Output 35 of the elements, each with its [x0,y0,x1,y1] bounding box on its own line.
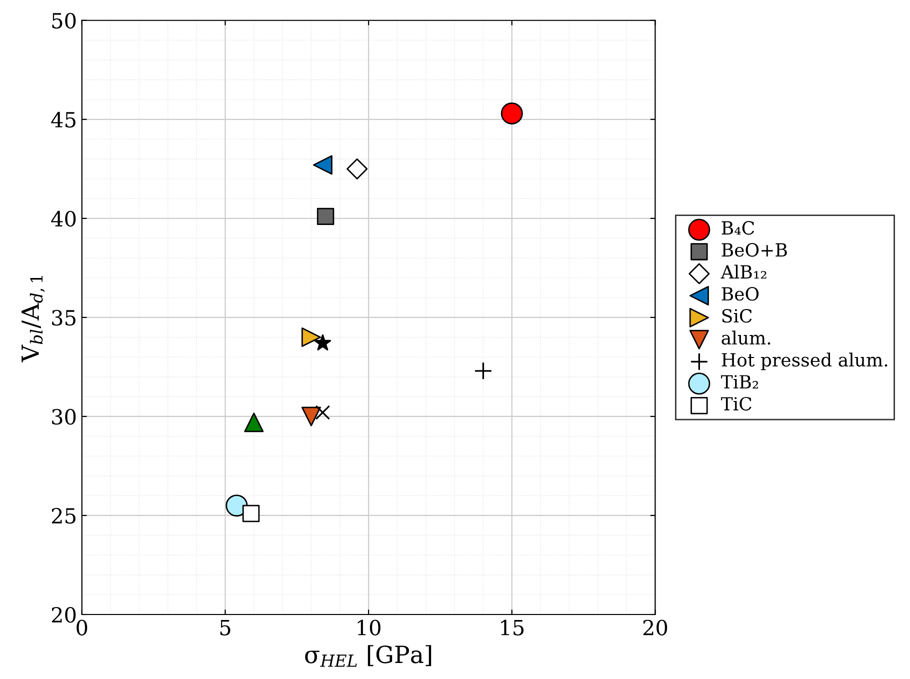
x-tick-label: 0 [76,620,88,636]
point [242,504,260,522]
legend-label: TiB₂ [721,375,758,388]
y-tick-label: 50 [52,12,76,29]
point [301,327,321,347]
x-tick-label: 20 [643,620,668,636]
legend-label: Hot pressed alum. [722,352,888,370]
point [301,406,321,426]
x-tick-label: 10 [358,620,380,636]
y-tick-label: 25 [52,508,76,524]
y-tick-label: 20 [52,606,76,623]
legend-label: BeO+B [722,243,787,257]
legend-label: B₄C [722,221,754,235]
legend-label: TiC [721,396,752,411]
point [316,208,334,226]
point [315,405,330,420]
point [312,155,332,175]
point [346,158,368,180]
point [314,334,332,350]
legend-label: SiC [722,309,752,323]
y-tick-label: 30 [52,408,76,425]
legend-label: BeO [722,287,759,301]
y-tick-label: 45 [51,112,76,128]
point [244,412,264,432]
legend-label: AlB₁₂ [720,264,766,279]
x-axis-title: σ$_{HEL}$ [GPa] [305,645,432,667]
point [500,102,523,124]
legend-label: alum. [722,330,770,345]
x-tick-label: 5 [220,620,230,636]
x-tick-label: 15 [501,620,524,636]
point [474,362,492,380]
point [226,494,248,517]
y-tick-label: 35 [52,310,76,326]
y-tick-label: 40 [51,210,76,227]
y-axis-title: V$_{bl}$/A$_{d,1}$ [22,276,45,362]
